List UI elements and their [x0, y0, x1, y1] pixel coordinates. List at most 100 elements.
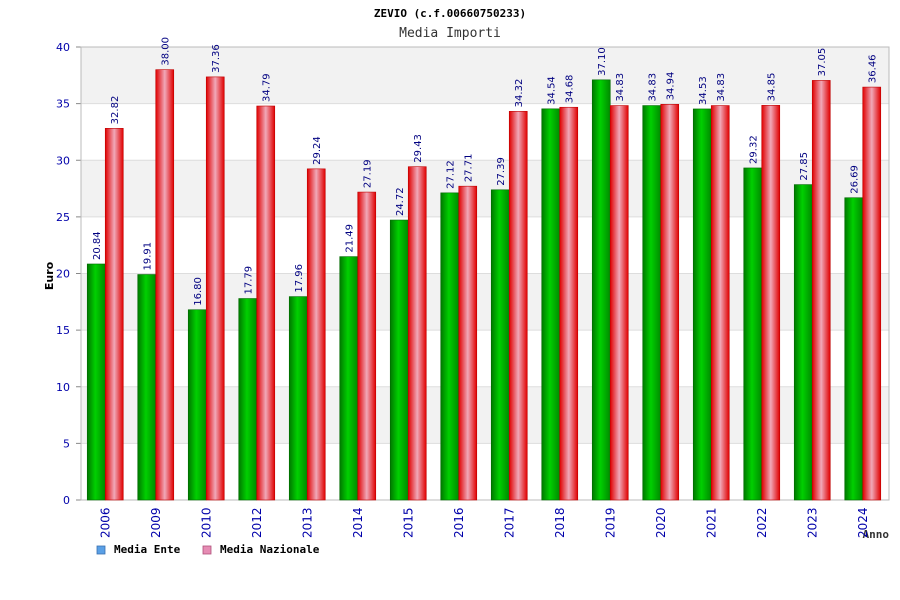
bar-value-label: 17.79 — [244, 266, 255, 295]
y-tick-label: 15 — [56, 324, 70, 337]
bar-value-label: 19.91 — [143, 242, 154, 271]
x-tick-label: 2014 — [351, 507, 365, 538]
x-tick-label: 2010 — [199, 507, 213, 538]
x-tick-label: 2017 — [502, 507, 516, 538]
x-tick-label: 2016 — [452, 507, 466, 538]
plot-area: 0 5 10 15 20 25 30 35 40 20.84 32.82 2006 19.91 38.00… — [56, 37, 890, 538]
x-tick-label: 2021 — [704, 507, 718, 538]
bar-media-ente — [642, 105, 662, 501]
bar-media-nazionale — [508, 111, 528, 501]
bar-media-nazionale — [306, 168, 326, 501]
bar-value-label: 29.32 — [749, 135, 760, 164]
bar-media-ente — [288, 296, 308, 501]
legend: Media Ente Media Nazionale — [96, 543, 320, 556]
y-tick-label: 10 — [56, 381, 70, 394]
x-tick-label: 2013 — [300, 507, 314, 538]
legend-label-nazionale: Media Nazionale — [220, 543, 320, 556]
bar-media-ente — [187, 309, 207, 501]
x-tick-label: 2020 — [654, 507, 668, 538]
bar-media-ente — [339, 256, 359, 501]
y-tick-label: 30 — [56, 154, 70, 167]
bar-value-label: 37.10 — [597, 47, 608, 76]
bar-media-nazionale — [256, 105, 276, 501]
bar-media-nazionale — [660, 104, 680, 501]
legend-label-ente: Media Ente — [114, 543, 181, 556]
x-axis-title: Anno — [863, 528, 890, 541]
bar-value-label: 17.96 — [294, 264, 305, 293]
bar-media-nazionale — [862, 86, 882, 501]
y-tick-label: 5 — [63, 437, 70, 450]
y-tick-label: 0 — [63, 494, 70, 507]
bar-value-label: 34.83 — [648, 73, 659, 102]
bar-media-nazionale — [710, 105, 730, 501]
bar-value-label: 38.00 — [161, 37, 172, 66]
y-tick-label: 40 — [56, 41, 70, 54]
x-tick-label: 2019 — [603, 507, 617, 538]
y-axis-title: Euro — [43, 261, 56, 290]
bar-value-label: 27.85 — [799, 152, 810, 181]
x-tick-label: 2015 — [401, 507, 415, 538]
bar-media-nazionale — [155, 69, 175, 501]
x-tick-label: 2012 — [250, 507, 264, 538]
bar-media-ente — [490, 189, 510, 501]
bar-value-label: 20.84 — [92, 231, 103, 260]
bar-media-nazionale — [205, 76, 225, 501]
bar-value-label: 34.83 — [716, 73, 727, 102]
y-tick-label: 20 — [56, 268, 70, 281]
bar-value-label: 27.19 — [363, 159, 374, 188]
bar-media-ente — [238, 298, 258, 501]
bar-value-label: 26.69 — [850, 165, 861, 194]
bar-media-ente — [844, 197, 864, 501]
bar-media-nazionale — [559, 106, 579, 501]
bar-value-label: 32.82 — [110, 96, 121, 125]
bar-media-ente — [591, 79, 611, 501]
x-tick-label: 2024 — [856, 507, 870, 538]
bar-media-nazionale — [811, 80, 831, 501]
bar-value-label: 34.83 — [615, 73, 626, 102]
bar-media-ente — [692, 108, 712, 501]
plot-frame — [80, 46, 890, 501]
bar-media-nazionale — [104, 128, 124, 501]
bar-value-label: 34.85 — [767, 73, 778, 102]
bar-value-label: 27.71 — [464, 154, 475, 183]
bar-media-ente — [137, 274, 157, 501]
bar-value-label: 34.32 — [514, 79, 525, 108]
bar-media-nazionale — [357, 191, 377, 501]
bar-value-label: 29.43 — [413, 134, 424, 163]
bar-value-label: 34.53 — [698, 76, 709, 105]
x-tick-label: 2009 — [149, 507, 163, 538]
chart-subtitle: Media Importi — [399, 26, 501, 41]
bar-media-nazionale — [609, 105, 629, 501]
bar-value-label: 16.80 — [193, 277, 204, 306]
bar-value-label: 21.49 — [345, 224, 356, 253]
bar-value-label: 37.36 — [211, 44, 222, 73]
legend-swatch-nazionale — [202, 545, 212, 555]
bar-value-label: 34.94 — [666, 72, 677, 101]
bar-value-label: 34.79 — [262, 73, 273, 102]
x-tick-label: 2018 — [553, 507, 567, 538]
x-tick-label: 2023 — [805, 507, 819, 538]
legend-swatch-ente — [96, 545, 106, 555]
bar-value-label: 34.54 — [547, 76, 558, 105]
bar-media-ente — [440, 192, 460, 501]
bar-media-nazionale — [458, 185, 478, 501]
bar-media-ente — [389, 219, 409, 501]
x-tick-label: 2006 — [98, 507, 112, 538]
bar-value-label: 37.05 — [817, 48, 828, 77]
chart-title: ZEVIO (c.f.00660750233) — [374, 7, 526, 20]
y-tick-label: 25 — [56, 211, 70, 224]
bar-value-label: 36.46 — [868, 54, 879, 83]
bar-media-ente — [541, 108, 561, 501]
bar-value-label: 27.39 — [496, 157, 507, 186]
y-tick-label: 35 — [56, 98, 70, 111]
bar-media-ente — [793, 184, 813, 501]
bar-value-label: 29.24 — [312, 136, 323, 165]
bar-value-label: 24.72 — [395, 187, 406, 216]
bar-media-ente — [86, 263, 106, 501]
bar-media-nazionale — [407, 166, 427, 501]
bar-media-nazionale — [761, 105, 781, 501]
bar-value-label: 27.12 — [446, 160, 457, 189]
bar-value-label: 34.68 — [565, 75, 576, 104]
